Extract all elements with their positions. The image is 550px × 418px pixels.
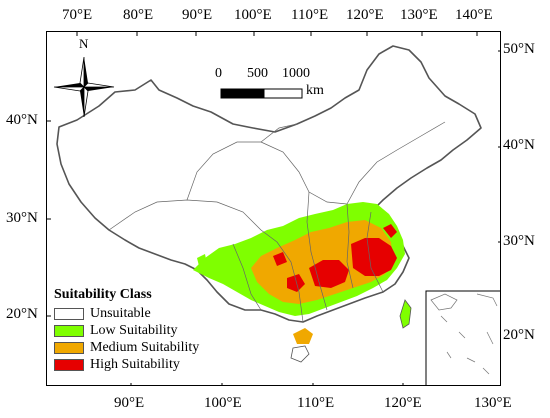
legend-item-high: High Suitability: [54, 356, 244, 373]
legend-swatch: [54, 358, 84, 371]
top-lon-label: 130°E: [400, 7, 438, 23]
right-lat-label: 40°N: [503, 137, 535, 153]
legend-title: Suitability Class: [54, 287, 152, 302]
legend-label: Low Suitability: [90, 322, 178, 338]
top-lon-label: 100°E: [234, 7, 272, 23]
legend-item-low: Low Suitability: [54, 322, 244, 339]
province-boundaries: [108, 121, 446, 323]
top-lon-label: 140°E: [455, 7, 493, 23]
legend: Suitability Class Unsuitable Low Suitabi…: [54, 287, 244, 373]
north-label: N: [79, 36, 89, 51]
top-lon-label: 120°E: [346, 7, 384, 23]
bottom-lon-label: 120°E: [384, 395, 422, 411]
left-lat-label: 20°N: [6, 306, 38, 322]
hainan-island: [290, 345, 310, 363]
right-lat-label: 30°N: [503, 233, 535, 249]
legend-label: High Suitability: [90, 356, 180, 372]
scale-bar: [220, 88, 303, 99]
compass-rose-icon: [53, 56, 115, 118]
legend-item-medium: Medium Suitability: [54, 339, 244, 356]
legend-swatch: [54, 341, 84, 354]
legend-label: Unsuitable: [90, 305, 151, 321]
top-lon-label: 90°E: [182, 7, 213, 23]
left-lat-label: 40°N: [6, 112, 38, 128]
legend-swatch: [54, 307, 84, 320]
bottom-lon-label: 90°E: [114, 395, 145, 411]
legend-label: Medium Suitability: [90, 339, 200, 355]
right-lat-label: 20°N: [503, 327, 535, 343]
bottom-lon-label: 130°E: [474, 395, 512, 411]
legend-item-unsuitable: Unsuitable: [54, 305, 244, 322]
china-suitability-map: [47, 32, 500, 385]
south-china-sea-inset: [425, 290, 500, 385]
scale-tick-0: 0: [215, 66, 222, 81]
left-lat-label: 30°N: [6, 210, 38, 226]
taiwan-island: [399, 299, 412, 329]
bottom-lon-label: 110°E: [297, 395, 335, 411]
right-lat-label: 50°N: [503, 41, 535, 57]
graticule-ticks: [47, 32, 500, 385]
inset-islands: [430, 293, 498, 375]
top-lon-label: 110°E: [291, 7, 329, 23]
top-lon-label: 80°E: [123, 7, 154, 23]
top-lon-label: 70°E: [62, 7, 93, 23]
legend-swatch: [54, 324, 84, 337]
scale-unit: km: [306, 83, 324, 98]
map-frame: [46, 31, 501, 386]
scale-tick-500: 500: [247, 66, 268, 81]
bottom-lon-label: 100°E: [204, 395, 242, 411]
scale-tick-1000: 1000: [282, 66, 310, 81]
